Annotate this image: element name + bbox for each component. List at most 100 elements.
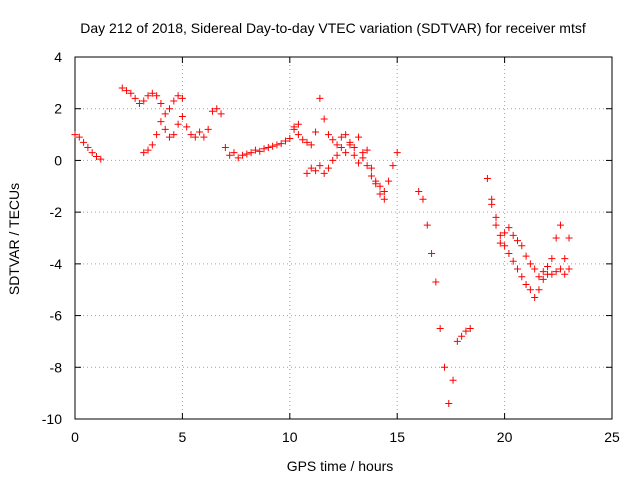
data-point [324,164,332,172]
data-point [239,151,247,159]
data-point [492,221,500,229]
data-point [367,172,375,180]
data-point [174,120,182,128]
data-point [140,149,148,157]
data-point [453,337,461,345]
data-point [221,144,229,151]
data-point [505,250,513,258]
data-point [419,195,427,203]
series-arc-8 [488,200,573,301]
data-point [363,162,371,170]
data-point [320,115,328,123]
data-point [380,187,388,195]
data-point [359,154,367,162]
data-point [337,133,345,141]
y-tick-label: 2 [54,101,62,117]
data-point [428,250,436,258]
data-point [355,133,363,141]
data-point [307,141,315,149]
data-point [535,286,543,294]
y-tick-label: -2 [50,204,63,220]
data-point [166,133,174,141]
data-point [256,147,264,155]
data-point [247,149,255,157]
series-arc-5 [303,141,388,195]
data-point [539,275,547,283]
data-point [75,133,83,141]
data-point [535,273,543,281]
data-point [153,131,161,139]
data-point [329,156,337,164]
data-point [526,260,534,268]
data-point [531,265,539,273]
data-point [251,146,259,154]
data-point [269,142,277,150]
data-point [264,144,272,151]
data-point [342,149,350,157]
data-point [286,134,294,142]
data-point [380,195,388,203]
data-point [273,141,281,149]
data-point [423,221,431,229]
data-point [483,175,491,183]
series-arc-2 [118,84,186,118]
data-point [376,190,384,198]
series-arc-6 [415,187,474,407]
y-tick-label: -6 [50,308,63,324]
data-point [393,149,401,157]
data-point [131,94,139,102]
data-point [144,146,152,154]
y-tick-label: -8 [50,359,63,375]
data-point [522,252,530,260]
data-point [161,110,169,118]
x-axis-label: GPS time / hours [287,458,394,474]
data-point [350,144,358,151]
data-point [140,97,148,105]
data-point [513,265,521,273]
x-tick-label: 25 [604,429,620,445]
data-point [88,149,96,157]
y-tick-label: -10 [42,411,62,427]
data-point [277,140,285,148]
data-point [148,141,156,149]
data-point [213,105,221,113]
data-point [552,234,560,242]
y-axis-label: SDTVAR / TECUs [6,183,22,295]
data-point [501,242,509,250]
axis-layer: 0 5 10 15 20 25 -10 -8 -6 -4 -2 0 2 4 [42,49,620,445]
data-point [178,112,186,120]
data-point [496,239,504,247]
x-tick-label: 20 [497,429,513,445]
data-point [436,325,444,332]
data-point [462,327,470,335]
data-point [127,89,135,97]
data-point [196,128,204,136]
data-point [496,231,504,239]
data-point [118,84,126,92]
data-point [135,100,143,108]
data-point [282,137,290,145]
data-point [367,164,375,172]
data-point [316,94,324,102]
data-point [157,100,165,108]
data-point [312,128,320,136]
data-point [234,154,242,162]
data-point [71,131,79,139]
data-point [260,145,268,153]
data-point [290,125,298,133]
data-point [449,376,457,384]
data-point [561,270,569,278]
data-point [84,144,92,151]
data-point [372,177,380,185]
data-point [243,150,251,158]
data-point [501,229,509,237]
data-point [539,268,547,276]
data-point [333,151,341,159]
data-point [329,136,337,144]
data-point [552,268,560,276]
data-point [174,92,182,100]
data-point [565,234,573,242]
data-point [415,187,423,195]
chart-title: Day 212 of 2018, Sidereal Day-to-day VTE… [80,20,586,36]
data-point [544,270,552,278]
